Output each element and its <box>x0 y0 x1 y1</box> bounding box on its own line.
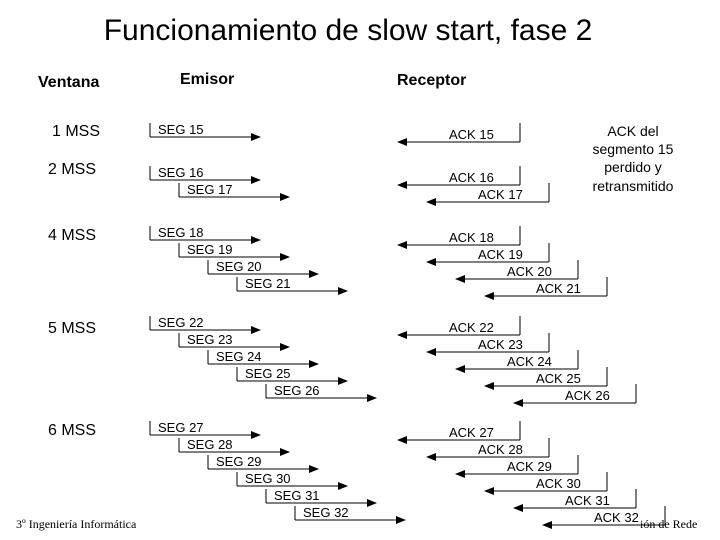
segment-arrow: SEG 32 <box>294 505 406 524</box>
sender-column-header: Emisor <box>180 71 235 88</box>
window-size-label: 4 MSS <box>48 227 97 244</box>
segment-arrow: SEG 28 <box>178 437 290 456</box>
segment-arrow: SEG 19 <box>178 242 290 261</box>
segments-layer: SEG 15 SEG 16 SEG 17 SEG 18 SEG 19 SEG 20 SEG … <box>149 122 406 524</box>
segment-label: SEG 21 <box>245 276 291 291</box>
ack-label: ACK 32 <box>594 510 639 525</box>
segment-label: SEG 32 <box>303 505 349 520</box>
segment-label: SEG 15 <box>158 122 204 137</box>
ack-arrow: ACK 22 <box>397 316 521 339</box>
segment-label: SEG 27 <box>158 420 204 435</box>
ack-label: ACK 16 <box>449 170 494 185</box>
segment-arrow: SEG 24 <box>207 349 319 368</box>
ack-arrow: ACK 24 <box>455 350 579 373</box>
segment-label: SEG 26 <box>274 383 320 398</box>
segment-arrow: SEG 30 <box>236 471 348 490</box>
ack-label: ACK 20 <box>507 264 552 279</box>
ack-label: ACK 17 <box>478 187 523 202</box>
ack-label: ACK 29 <box>507 459 552 474</box>
receiver-column-header: Receptor <box>397 72 467 89</box>
ack-label: ACK 24 <box>507 354 552 369</box>
segment-label: SEG 20 <box>216 259 262 274</box>
segment-arrow: SEG 26 <box>265 383 377 402</box>
footer-course-label: 3º Ingeniería Informática <box>16 517 137 531</box>
segment-label: SEG 30 <box>245 471 291 486</box>
acks-layer: ACK 15 ACK 16 ACK 17 ACK 18 ACK 19 ACK 20 ACK … <box>397 123 666 529</box>
ack-arrow: ACK 18 <box>397 226 521 249</box>
window-size-label: 2 MSS <box>48 161 97 178</box>
window-size-label: 6 MSS <box>48 422 97 439</box>
segment-arrow: SEG 17 <box>178 182 290 201</box>
segment-label: SEG 23 <box>187 332 233 347</box>
ack-label: ACK 21 <box>536 281 581 296</box>
segment-arrow: SEG 25 <box>236 366 348 385</box>
ack-arrow: ACK 23 <box>426 333 550 356</box>
segment-arrow: SEG 27 <box>149 420 261 439</box>
segment-label: SEG 28 <box>187 437 233 452</box>
segment-label: SEG 16 <box>158 165 204 180</box>
segment-arrow: SEG 20 <box>207 259 319 278</box>
ack-arrow: ACK 15 <box>397 123 521 146</box>
window-column-header: Ventana <box>38 74 100 91</box>
ack-label: ACK 23 <box>478 337 523 352</box>
ack-label: ACK 18 <box>449 230 494 245</box>
ack-arrow: ACK 25 <box>484 367 608 390</box>
ack-label: ACK 15 <box>449 127 494 142</box>
ack-label: ACK 30 <box>536 476 581 491</box>
ack-label: ACK 22 <box>449 320 494 335</box>
segment-label: SEG 18 <box>158 225 204 240</box>
ack-label: ACK 25 <box>536 371 581 386</box>
segment-label: SEG 29 <box>216 454 262 469</box>
segment-arrow: SEG 21 <box>236 276 348 295</box>
ack-arrow: ACK 31 <box>513 489 637 512</box>
ack-label: ACK 28 <box>478 442 523 457</box>
ack-arrow: ACK 27 <box>397 421 521 444</box>
ack-label: ACK 19 <box>478 247 523 262</box>
footer-subject-label: ión de Rede <box>640 517 698 531</box>
lost-ack-note: ACK del segmento 15 perdido y retransmit… <box>592 123 674 194</box>
segment-label: SEG 17 <box>187 182 233 197</box>
ack-arrow: ACK 21 <box>484 277 608 300</box>
ack-arrow: ACK 28 <box>426 438 550 461</box>
segment-arrow: SEG 18 <box>149 225 261 244</box>
segment-arrow: SEG 15 <box>149 122 261 141</box>
ack-label: ACK 26 <box>565 388 610 403</box>
segment-label: SEG 25 <box>245 366 291 381</box>
ack-arrow: ACK 30 <box>484 472 608 495</box>
segment-arrow: SEG 23 <box>178 332 290 351</box>
ack-arrow: ACK 17 <box>426 183 550 206</box>
segment-label: SEG 31 <box>274 488 320 503</box>
ack-arrow: ACK 29 <box>455 455 579 478</box>
ack-label: ACK 31 <box>565 493 610 508</box>
window-size-label: 5 MSS <box>48 320 97 337</box>
ack-arrow: ACK 19 <box>426 243 550 266</box>
ack-label: ACK 27 <box>449 425 494 440</box>
segment-arrow: SEG 29 <box>207 454 319 473</box>
segment-label: SEG 24 <box>216 349 262 364</box>
ack-arrow: ACK 32 <box>542 506 666 529</box>
segment-label: SEG 19 <box>187 242 233 257</box>
ack-arrow: ACK 16 <box>397 166 521 189</box>
segment-label: SEG 22 <box>158 315 204 330</box>
ack-arrow: ACK 20 <box>455 260 579 283</box>
segment-arrow: SEG 31 <box>265 488 377 507</box>
segment-arrow: SEG 16 <box>149 165 261 184</box>
segment-arrow: SEG 22 <box>149 315 261 334</box>
ack-arrow: ACK 26 <box>513 384 637 407</box>
diagram-title: Funcionamiento de slow start, fase 2 <box>103 14 593 47</box>
window-size-label: 1 MSS <box>52 123 101 140</box>
